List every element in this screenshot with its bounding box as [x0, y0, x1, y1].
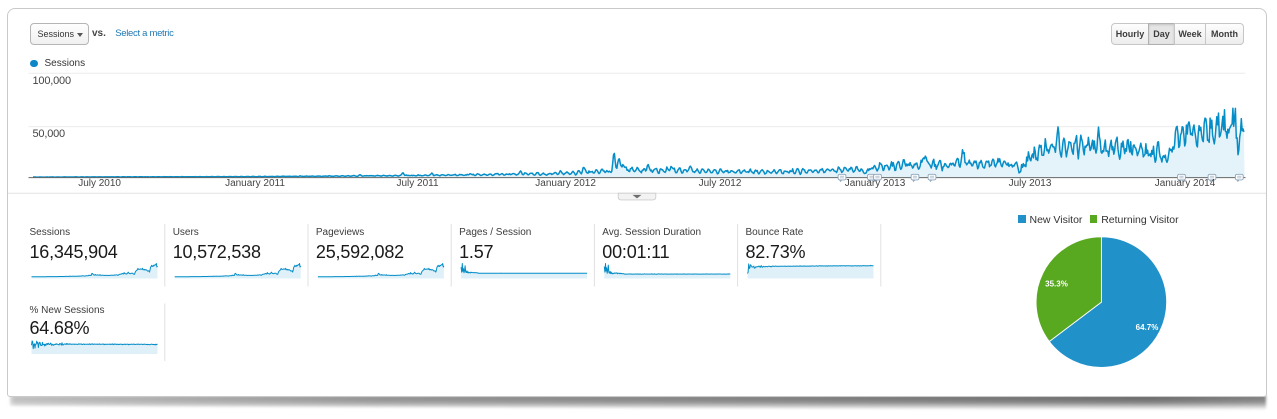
- svg-text:35.3%: 35.3%: [1045, 279, 1068, 288]
- svg-text:64.7%: 64.7%: [1136, 323, 1159, 332]
